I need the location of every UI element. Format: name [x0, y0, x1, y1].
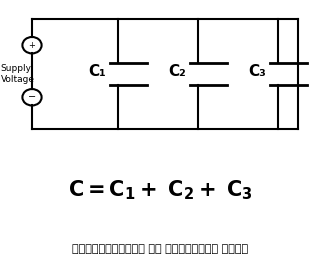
Text: Supply
Voltage: Supply Voltage: [1, 64, 35, 84]
Text: C₁: C₁: [89, 64, 107, 79]
Text: C₂: C₂: [169, 64, 187, 79]
Text: −: −: [28, 92, 36, 102]
Text: संधारित्रों का समानांतर क्रम: संधारित्रों का समानांतर क्रम: [72, 244, 248, 254]
Text: C₃: C₃: [249, 64, 267, 79]
Text: +: +: [28, 41, 36, 50]
Text: $\mathbf{C = C_1 + \ C_2 + \ C_3}$: $\mathbf{C = C_1 + \ C_2 + \ C_3}$: [68, 179, 252, 202]
